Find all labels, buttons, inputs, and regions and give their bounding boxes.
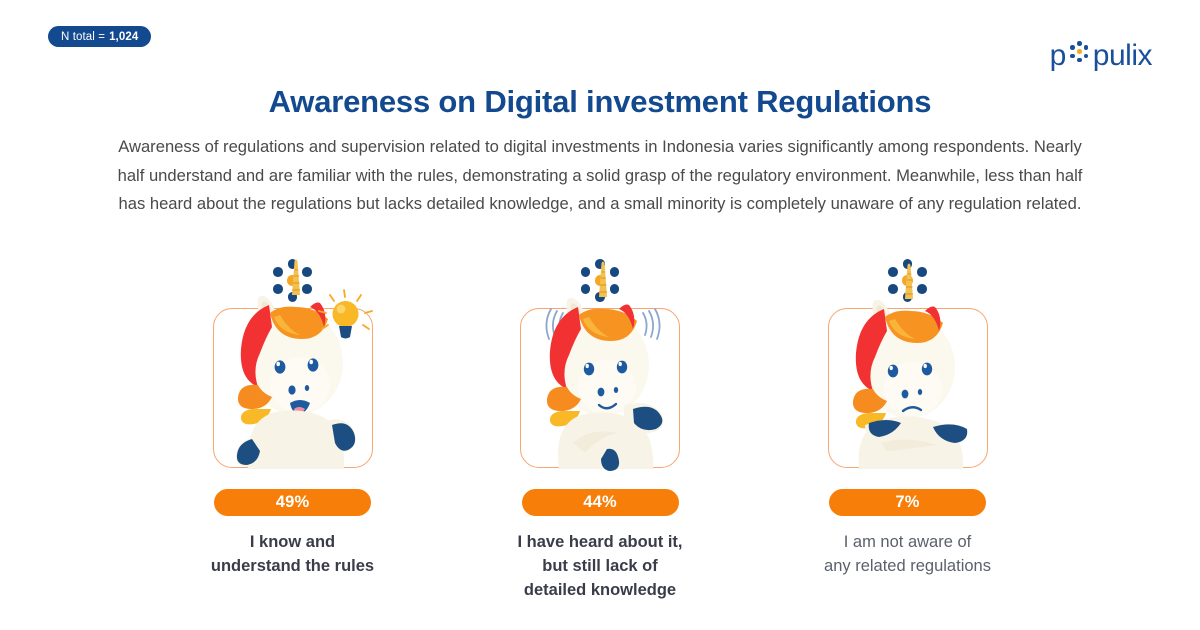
unicorn-listening-icon xyxy=(521,257,681,471)
status-badge: N total = 1,024 xyxy=(48,26,152,47)
logo-wordmark: p pulix xyxy=(1049,39,1153,72)
unicorn-arms-crossed-confused-icon xyxy=(829,257,989,469)
logo-text-after: pulix xyxy=(1092,39,1153,72)
illustration-card xyxy=(212,259,373,469)
page-title: Awareness on Digital investment Regulati… xyxy=(268,84,932,119)
unicorn-with-lightbulb-icon xyxy=(214,257,374,469)
option-column: 7% I am not aware of any related regulat… xyxy=(775,258,1040,602)
n-total-label: N total = xyxy=(61,30,106,43)
populix-logo: p pulix xyxy=(1049,38,1153,72)
illustration-card xyxy=(520,261,680,471)
populix-dot-cluster-logo-icon xyxy=(1067,39,1092,65)
option-label: I have heard about it, but still lack of… xyxy=(517,533,683,599)
illustration-card xyxy=(827,263,988,469)
percent-pill: 7% xyxy=(829,489,986,516)
radial-dot-cluster-icon xyxy=(258,258,328,310)
n-total-value: 1,024 xyxy=(109,30,139,43)
percent-pill: 44% xyxy=(521,489,679,516)
percent-pill: 49% xyxy=(214,489,371,516)
option-label: I know and understand the rules xyxy=(210,533,375,575)
option-column: 49% I know and understand the rules xyxy=(160,258,425,602)
option-label: I am not aware of any related regulation… xyxy=(824,533,991,575)
option-column: 44% I have heard about it, but still lac… xyxy=(468,258,733,602)
intro-paragraph: Awareness of regulations and supervision… xyxy=(117,137,1083,213)
logo-text-before: p xyxy=(1049,39,1067,72)
options-row: 49% I know and understand the rules xyxy=(160,258,1040,602)
